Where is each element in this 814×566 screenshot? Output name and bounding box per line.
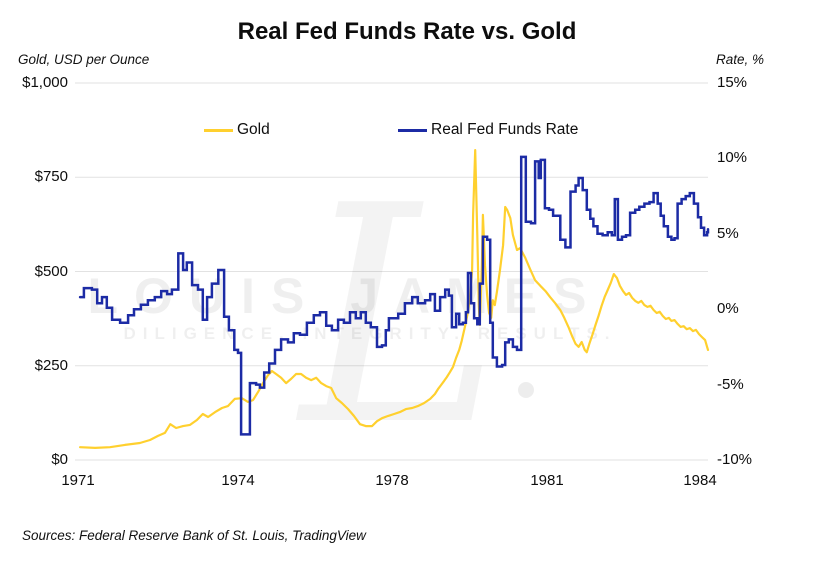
x-tick: 1978	[375, 472, 409, 489]
y-tick-right: 10%	[717, 149, 748, 167]
y-tick-left: $250	[34, 356, 68, 374]
legend-label-gold: Gold	[237, 121, 270, 138]
rate-line	[78, 155, 710, 436]
y-tick-right: 0%	[717, 300, 739, 318]
gold-line-swatch-icon	[204, 128, 233, 132]
source-note: Sources: Federal Reserve Bank of St. Lou…	[22, 528, 366, 543]
y-tick-right: -5%	[717, 375, 744, 393]
legend: Gold Real Fed Funds Rate	[0, 120, 814, 142]
watermark-dot	[518, 382, 534, 398]
chart-title: Real Fed Funds Rate vs. Gold	[237, 18, 577, 45]
left-axis-title: Gold, USD per Ounce	[18, 52, 150, 67]
x-tick: 1981	[530, 472, 564, 489]
y-tick-right: 15%	[717, 74, 748, 91]
rate-line-swatch-icon	[398, 128, 427, 132]
series-lines	[78, 149, 710, 449]
legend-item-rate: Real Fed Funds Rate	[398, 120, 578, 140]
y-tick-right: 5%	[717, 224, 739, 242]
y-tick-left: $750	[34, 168, 68, 186]
watermark: L LOUIS JAMES DILIGENCE. INTEGRITY. RESU…	[88, 142, 616, 491]
x-tick: 1971	[61, 472, 95, 489]
watermark-tagline-text: DILIGENCE. INTEGRITY. RESULTS.	[123, 324, 616, 343]
legend-item-gold: Gold	[204, 120, 270, 140]
legend-label-rate: Real Fed Funds Rate	[431, 121, 579, 138]
gridlines	[75, 82, 708, 461]
x-tick: 1974	[221, 472, 255, 489]
y-tick-left: $1,000	[22, 74, 68, 91]
watermark-brand-text: LOUIS JAMES	[88, 268, 603, 324]
y-tick-right: -10%	[717, 451, 753, 468]
y-tick-left: $500	[34, 262, 68, 280]
x-tick: 1984	[683, 472, 717, 489]
right-axis-title: Rate, %	[715, 52, 764, 67]
y-tick-left: $0	[51, 451, 68, 468]
